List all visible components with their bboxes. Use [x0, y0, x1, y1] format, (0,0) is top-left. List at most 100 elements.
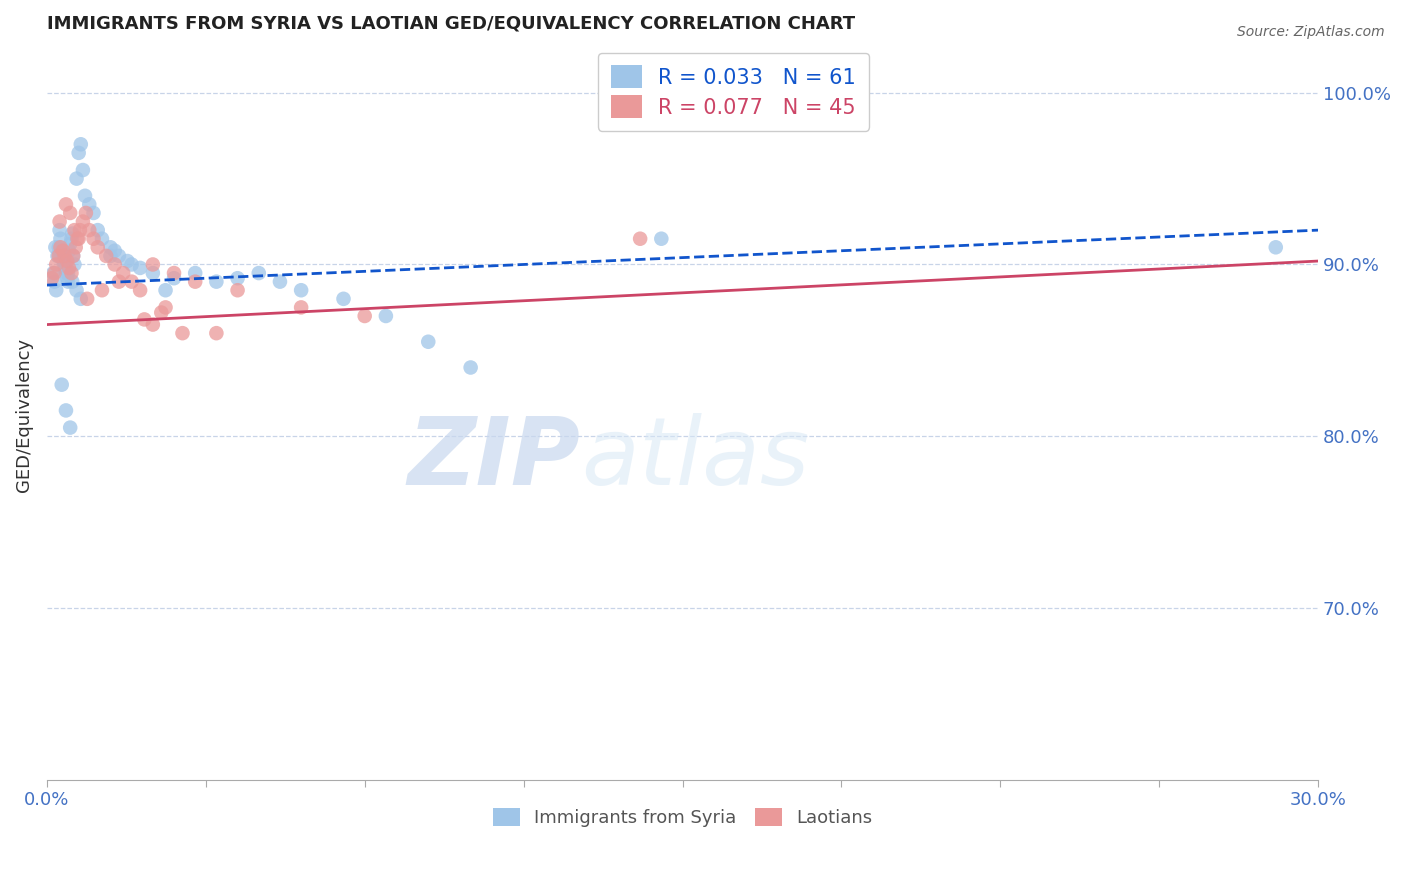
- Point: [121, 275, 143, 289]
- Point: [76, 292, 98, 306]
- Point: [142, 318, 165, 332]
- Point: [83, 232, 105, 246]
- Point: [226, 283, 249, 297]
- Point: [55, 197, 77, 211]
- Point: [96, 249, 118, 263]
- Point: [67, 232, 90, 246]
- Point: [60, 232, 83, 246]
- Point: [69, 137, 91, 152]
- Point: [56, 271, 79, 285]
- Legend: Immigrants from Syria, Laotians: Immigrants from Syria, Laotians: [484, 799, 882, 837]
- Point: [67, 145, 90, 160]
- Point: [60, 266, 83, 280]
- Point: [52, 254, 75, 268]
- Point: [49, 232, 72, 246]
- Point: [55, 266, 77, 280]
- Point: [65, 240, 87, 254]
- Point: [108, 249, 131, 263]
- Point: [87, 240, 110, 254]
- Point: [269, 275, 291, 289]
- Point: [58, 244, 80, 258]
- Point: [77, 223, 100, 237]
- Point: [72, 163, 94, 178]
- Point: [134, 312, 156, 326]
- Point: [650, 232, 672, 246]
- Point: [129, 283, 152, 297]
- Point: [49, 240, 72, 254]
- Point: [48, 223, 70, 237]
- Point: [45, 283, 67, 297]
- Point: [59, 420, 82, 434]
- Point: [184, 275, 207, 289]
- Point: [108, 275, 131, 289]
- Point: [48, 214, 70, 228]
- Point: [155, 301, 177, 315]
- Point: [59, 236, 82, 251]
- Point: [155, 283, 177, 297]
- Point: [374, 309, 396, 323]
- Point: [290, 283, 312, 297]
- Point: [69, 292, 91, 306]
- Point: [72, 214, 94, 228]
- Text: ZIP: ZIP: [408, 412, 581, 505]
- Point: [163, 271, 186, 285]
- Point: [1264, 240, 1286, 254]
- Point: [172, 326, 194, 340]
- Point: [205, 275, 228, 289]
- Point: [418, 334, 440, 349]
- Point: [55, 403, 77, 417]
- Point: [42, 266, 65, 280]
- Point: [44, 266, 66, 280]
- Point: [44, 240, 66, 254]
- Point: [52, 244, 75, 258]
- Text: atlas: atlas: [581, 413, 808, 504]
- Point: [142, 266, 165, 280]
- Point: [100, 249, 122, 263]
- Point: [73, 188, 96, 202]
- Point: [460, 360, 482, 375]
- Point: [58, 260, 80, 275]
- Point: [117, 254, 139, 268]
- Point: [150, 305, 173, 319]
- Point: [87, 223, 110, 237]
- Point: [48, 249, 70, 263]
- Point: [184, 266, 207, 280]
- Point: [63, 257, 86, 271]
- Point: [63, 223, 86, 237]
- Point: [332, 292, 354, 306]
- Point: [65, 283, 87, 297]
- Point: [60, 275, 83, 289]
- Point: [48, 240, 70, 254]
- Point: [45, 257, 67, 271]
- Point: [163, 266, 186, 280]
- Point: [100, 240, 122, 254]
- Point: [53, 260, 76, 275]
- Point: [56, 254, 79, 268]
- Point: [48, 249, 70, 263]
- Point: [52, 249, 75, 263]
- Point: [77, 197, 100, 211]
- Text: Source: ZipAtlas.com: Source: ZipAtlas.com: [1237, 25, 1385, 39]
- Point: [75, 206, 97, 220]
- Point: [142, 257, 165, 271]
- Point: [52, 257, 75, 271]
- Point: [60, 227, 83, 241]
- Point: [53, 249, 76, 263]
- Point: [51, 377, 73, 392]
- Y-axis label: GED/Equivalency: GED/Equivalency: [15, 338, 32, 491]
- Point: [65, 171, 87, 186]
- Point: [46, 249, 69, 263]
- Point: [59, 206, 82, 220]
- Point: [129, 260, 152, 275]
- Point: [62, 249, 84, 263]
- Point: [353, 309, 375, 323]
- Point: [226, 271, 249, 285]
- Point: [56, 266, 79, 280]
- Point: [51, 244, 73, 258]
- Point: [104, 244, 127, 258]
- Point: [91, 232, 114, 246]
- Point: [104, 257, 127, 271]
- Point: [91, 283, 114, 297]
- Point: [44, 275, 66, 289]
- Point: [41, 271, 63, 285]
